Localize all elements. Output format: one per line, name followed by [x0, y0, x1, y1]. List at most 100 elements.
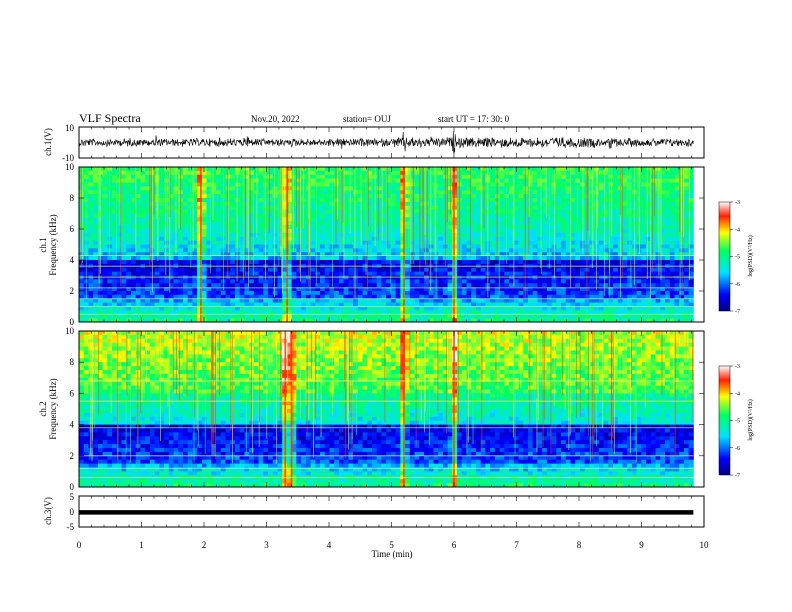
spectrogram-cell	[457, 294, 463, 300]
spectrogram-cell	[234, 221, 241, 226]
spectrogram-cell	[570, 205, 576, 211]
spectrogram-cell	[126, 198, 132, 203]
spectrogram-cell	[310, 205, 316, 211]
spectrogram-cell	[102, 256, 108, 261]
spectrogram-cell	[532, 294, 538, 300]
spectrogram-cell	[230, 271, 236, 276]
spectrogram-cell	[438, 201, 444, 207]
spectrogram-cell	[201, 256, 208, 261]
spectrogram-cell	[249, 205, 255, 211]
spectrogram-cell	[348, 291, 354, 296]
spectrogram-cell	[480, 178, 486, 183]
spectrogram-cell	[466, 225, 472, 230]
spectrogram-cell	[201, 182, 208, 187]
spectrogram-cell	[608, 186, 614, 191]
spectrogram-cell	[216, 252, 222, 257]
spectrogram-cell	[357, 306, 363, 311]
spectrogram-cell	[452, 213, 458, 218]
spectrogram-cell	[660, 213, 666, 218]
spectrogram-cell	[135, 221, 141, 226]
spectrogram-cell	[357, 283, 363, 288]
spectrogram-cell	[622, 194, 628, 199]
spectrogram-cell	[641, 287, 647, 292]
spectrogram-cell	[135, 302, 141, 307]
spectrogram-cell	[197, 240, 203, 245]
spectrogram-cell	[603, 178, 609, 183]
spectrogram-cell	[419, 170, 425, 176]
spectrogram-cell	[145, 205, 151, 211]
spectrogram-cell	[386, 190, 392, 195]
spectrogram-cell	[433, 298, 439, 304]
spectrogram-cell	[452, 314, 458, 319]
spectrogram-cell	[622, 167, 628, 172]
spectrogram-cell	[565, 213, 571, 218]
spectrogram-cell	[452, 310, 458, 315]
spectrogram-cell	[594, 256, 600, 261]
spectrogram-cell	[362, 248, 368, 253]
spectrogram-cell	[168, 275, 174, 280]
spectrogram-cell	[206, 167, 212, 172]
spectrogram-cell	[414, 298, 420, 304]
spectrogram-cell	[405, 279, 411, 284]
spectrogram-cell	[216, 232, 222, 238]
spectrogram-cell	[655, 283, 661, 288]
spectrogram-cell	[631, 294, 638, 300]
spectrogram-cell	[348, 271, 354, 276]
spectrogram-cell	[461, 236, 467, 242]
spectrogram-cell	[480, 283, 486, 288]
spectrogram-cell	[461, 186, 467, 191]
spectrogram-cell	[381, 260, 387, 265]
spectrogram-cell	[466, 271, 472, 276]
spectrogram-cell	[310, 244, 316, 249]
spectrogram-cell	[168, 302, 174, 307]
spectrogram-cell	[249, 236, 255, 242]
spectrogram-cell	[140, 186, 146, 191]
spectrogram-cell	[182, 314, 189, 319]
spectrogram-cell	[561, 198, 567, 203]
spectrogram-cell	[565, 294, 571, 300]
spectrogram-cell	[211, 240, 217, 245]
spectrogram-cell	[301, 302, 307, 307]
spectrogram-cell	[272, 198, 278, 203]
spectrogram-cell	[461, 271, 467, 276]
spectrogram-cell	[135, 182, 141, 187]
spectrogram-cell	[201, 291, 208, 296]
spectrogram-cell	[556, 279, 562, 284]
spectrogram-cell	[268, 318, 274, 323]
spectrogram-cell	[201, 240, 208, 245]
spectrogram-cell	[130, 287, 137, 292]
spectrogram-cell	[494, 318, 501, 323]
spectrogram-cell	[424, 174, 430, 180]
spectrogram-cell	[570, 302, 576, 307]
spectrogram-cell	[504, 213, 510, 218]
spectrogram-cell	[168, 236, 174, 242]
spectrogram-cell	[466, 244, 472, 249]
spectrogram-cell	[168, 298, 174, 304]
spectrogram-cell	[83, 298, 89, 304]
spectrogram-cell	[627, 209, 633, 214]
spectrogram-cell	[532, 178, 538, 183]
spectrogram-cell	[301, 244, 307, 249]
spectrogram-cell	[112, 298, 118, 304]
spectrogram-cell	[376, 174, 382, 180]
spectrogram-cell	[372, 194, 378, 199]
spectrogram-cell	[414, 201, 420, 207]
spectrogram-cell	[107, 302, 113, 307]
spectrogram-cell	[565, 178, 571, 183]
spectrogram-cell	[211, 182, 217, 187]
spectrogram-cell	[277, 186, 283, 191]
spectrogram-cell	[93, 271, 99, 276]
spectrogram-cell	[315, 205, 321, 211]
spectrogram-cell	[197, 291, 203, 296]
spectrogram-cell	[419, 256, 425, 261]
spectrogram-cell	[660, 260, 666, 265]
spectrogram-cell	[400, 279, 406, 284]
spectrogram-cell	[641, 190, 647, 195]
spectrogram-cell	[315, 178, 321, 183]
spectrogram-cell	[263, 198, 269, 203]
spectrogram-cell	[452, 244, 458, 249]
spectrogram-cell	[405, 221, 411, 226]
spectrogram-cell	[655, 225, 661, 230]
spectrogram-cell	[518, 279, 524, 284]
spectrogram-cell	[518, 170, 524, 176]
